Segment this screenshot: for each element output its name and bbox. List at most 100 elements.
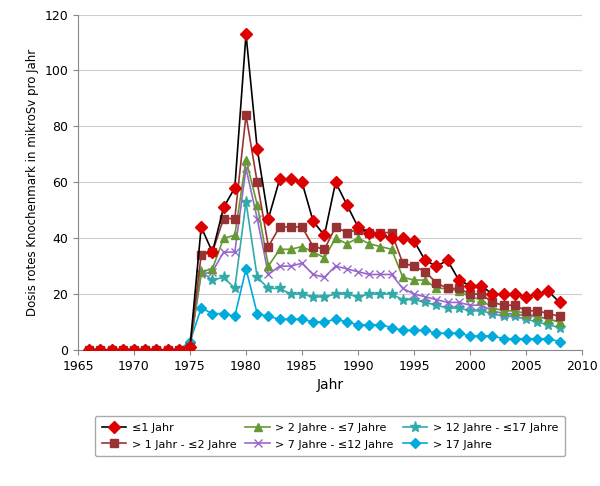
> 12 Jahre - ≤17 Jahre: [533, 319, 541, 325]
> 12 Jahre - ≤17 Jahre: [197, 269, 205, 275]
≤1 Jahr: [433, 263, 440, 269]
> 1 Jahr - ≤2 Jahre: [108, 347, 115, 353]
X-axis label: Jahr: Jahr: [316, 378, 344, 392]
> 7 Jahre - ≤12 Jahre: [478, 302, 485, 308]
> 2 Jahre - ≤7 Jahre: [265, 263, 272, 269]
> 17 Jahre: [321, 319, 328, 325]
> 17 Jahre: [533, 336, 541, 342]
≤1 Jahr: [523, 294, 530, 300]
> 1 Jahr - ≤2 Jahre: [455, 285, 463, 291]
> 12 Jahre - ≤17 Jahre: [433, 302, 440, 308]
≤1 Jahr: [455, 277, 463, 283]
Line: > 1 Jahr - ≤2 Jahre: > 1 Jahr - ≤2 Jahre: [85, 111, 564, 354]
> 17 Jahre: [523, 336, 530, 342]
> 1 Jahr - ≤2 Jahre: [332, 224, 339, 230]
> 7 Jahre - ≤12 Jahre: [556, 319, 563, 325]
≤1 Jahr: [231, 185, 238, 191]
> 17 Jahre: [410, 328, 418, 333]
> 2 Jahre - ≤7 Jahre: [310, 249, 317, 255]
> 1 Jahr - ≤2 Jahre: [410, 263, 418, 269]
> 1 Jahr - ≤2 Jahre: [343, 230, 350, 236]
> 12 Jahre - ≤17 Jahre: [187, 341, 194, 347]
> 1 Jahr - ≤2 Jahre: [231, 216, 238, 222]
≤1 Jahr: [310, 218, 317, 224]
> 7 Jahre - ≤12 Jahre: [410, 291, 418, 297]
≤1 Jahr: [287, 176, 295, 182]
> 2 Jahre - ≤7 Jahre: [142, 347, 149, 353]
> 2 Jahre - ≤7 Jahre: [365, 241, 373, 247]
> 7 Jahre - ≤12 Jahre: [298, 260, 305, 266]
> 1 Jahr - ≤2 Jahre: [153, 347, 160, 353]
> 2 Jahre - ≤7 Jahre: [410, 277, 418, 283]
> 12 Jahre - ≤17 Jahre: [231, 285, 238, 291]
> 7 Jahre - ≤12 Jahre: [231, 249, 238, 255]
> 1 Jahr - ≤2 Jahre: [276, 224, 283, 230]
> 1 Jahr - ≤2 Jahre: [500, 302, 507, 308]
> 17 Jahre: [187, 339, 194, 345]
> 2 Jahre - ≤7 Jahre: [209, 266, 216, 272]
> 7 Jahre - ≤12 Jahre: [86, 347, 93, 353]
> 17 Jahre: [399, 328, 406, 333]
> 7 Jahre - ≤12 Jahre: [444, 299, 451, 305]
Line: > 12 Jahre - ≤17 Jahre: > 12 Jahre - ≤17 Jahre: [83, 196, 565, 355]
> 2 Jahre - ≤7 Jahre: [187, 344, 194, 350]
> 7 Jahre - ≤12 Jahre: [422, 294, 429, 300]
> 2 Jahre - ≤7 Jahre: [343, 241, 350, 247]
≤1 Jahr: [489, 291, 496, 297]
≤1 Jahr: [265, 216, 272, 222]
> 17 Jahre: [433, 330, 440, 336]
> 17 Jahre: [276, 316, 283, 322]
> 17 Jahre: [343, 319, 350, 325]
≤1 Jahr: [388, 235, 395, 241]
> 2 Jahre - ≤7 Jahre: [455, 288, 463, 294]
> 7 Jahre - ≤12 Jahre: [164, 347, 171, 353]
> 1 Jahr - ≤2 Jahre: [533, 308, 541, 314]
> 1 Jahr - ≤2 Jahre: [511, 302, 518, 308]
> 2 Jahre - ≤7 Jahre: [321, 255, 328, 260]
> 2 Jahre - ≤7 Jahre: [153, 347, 160, 353]
> 2 Jahre - ≤7 Jahre: [422, 277, 429, 283]
> 7 Jahre - ≤12 Jahre: [119, 347, 127, 353]
> 1 Jahr - ≤2 Jahre: [287, 224, 295, 230]
> 1 Jahr - ≤2 Jahre: [365, 230, 373, 236]
> 1 Jahr - ≤2 Jahre: [433, 280, 440, 286]
> 12 Jahre - ≤17 Jahre: [119, 347, 127, 353]
> 2 Jahre - ≤7 Jahre: [108, 347, 115, 353]
> 2 Jahre - ≤7 Jahre: [197, 269, 205, 275]
> 1 Jahr - ≤2 Jahre: [209, 249, 216, 255]
> 7 Jahre - ≤12 Jahre: [455, 299, 463, 305]
> 12 Jahre - ≤17 Jahre: [254, 274, 261, 280]
≤1 Jahr: [130, 347, 137, 353]
Line: > 2 Jahre - ≤7 Jahre: > 2 Jahre - ≤7 Jahre: [85, 156, 564, 354]
> 12 Jahre - ≤17 Jahre: [276, 285, 283, 291]
> 17 Jahre: [377, 322, 384, 328]
> 2 Jahre - ≤7 Jahre: [433, 285, 440, 291]
> 1 Jahr - ≤2 Jahre: [197, 252, 205, 258]
> 17 Jahre: [478, 333, 485, 339]
> 1 Jahr - ≤2 Jahre: [86, 347, 93, 353]
> 12 Jahre - ≤17 Jahre: [130, 347, 137, 353]
> 7 Jahre - ≤12 Jahre: [209, 269, 216, 275]
> 7 Jahre - ≤12 Jahre: [511, 311, 518, 316]
> 17 Jahre: [265, 313, 272, 319]
> 2 Jahre - ≤7 Jahre: [298, 243, 305, 249]
> 17 Jahre: [298, 316, 305, 322]
≤1 Jahr: [533, 291, 541, 297]
> 2 Jahre - ≤7 Jahre: [220, 235, 227, 241]
> 7 Jahre - ≤12 Jahre: [489, 308, 496, 314]
≤1 Jahr: [422, 258, 429, 263]
> 17 Jahre: [130, 347, 137, 353]
> 7 Jahre - ≤12 Jahre: [466, 302, 473, 308]
≤1 Jahr: [242, 31, 250, 37]
> 12 Jahre - ≤17 Jahre: [343, 291, 350, 297]
> 12 Jahre - ≤17 Jahre: [265, 285, 272, 291]
> 17 Jahre: [489, 333, 496, 339]
> 7 Jahre - ≤12 Jahre: [523, 313, 530, 319]
> 17 Jahre: [310, 319, 317, 325]
> 12 Jahre - ≤17 Jahre: [545, 322, 552, 328]
> 12 Jahre - ≤17 Jahre: [500, 313, 507, 319]
≤1 Jahr: [444, 258, 451, 263]
> 2 Jahre - ≤7 Jahre: [175, 347, 182, 353]
> 12 Jahre - ≤17 Jahre: [355, 294, 362, 300]
> 2 Jahre - ≤7 Jahre: [556, 319, 563, 325]
